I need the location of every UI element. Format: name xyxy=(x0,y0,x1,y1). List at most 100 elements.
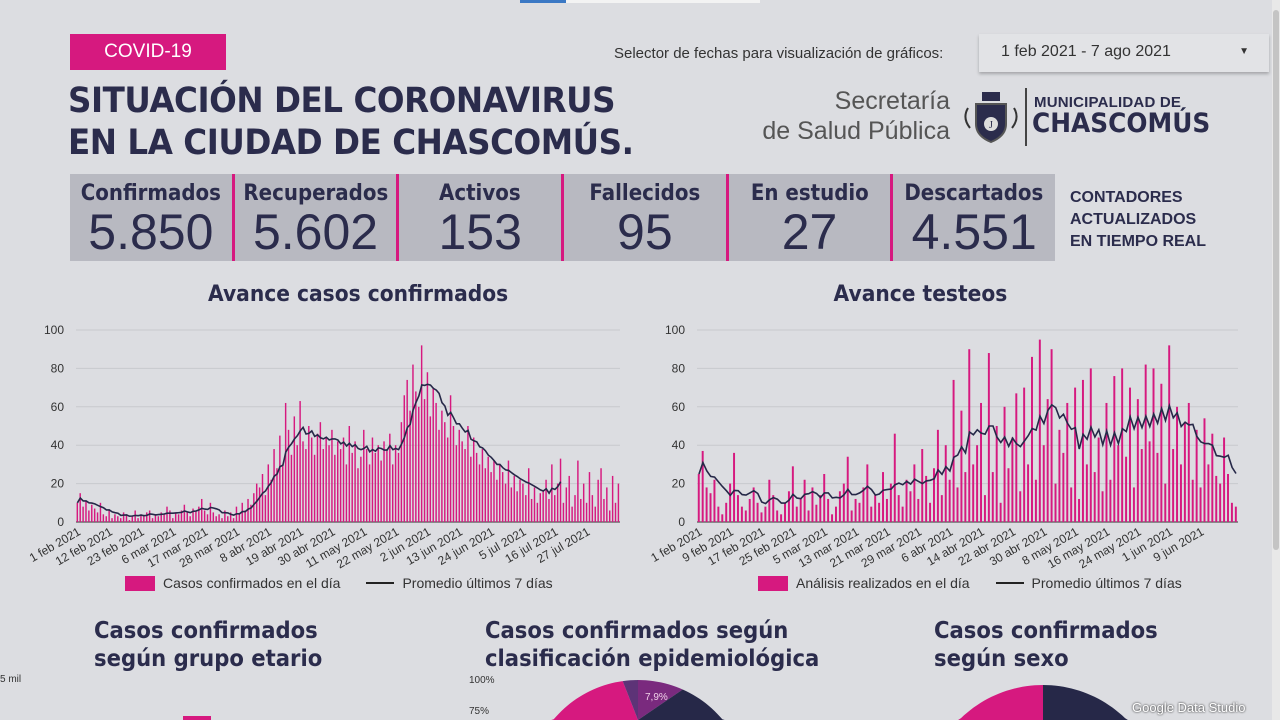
bar xyxy=(964,472,967,522)
bar xyxy=(169,510,171,522)
stat-value: 5.602 xyxy=(252,204,379,260)
bar xyxy=(1085,464,1088,522)
bar xyxy=(143,516,145,522)
bar xyxy=(1121,368,1124,522)
bar xyxy=(438,429,440,522)
bar xyxy=(858,502,861,522)
y-tick-label: 40 xyxy=(51,438,65,452)
tab-indicator[interactable] xyxy=(566,0,760,3)
title-line: según grupo etario xyxy=(94,646,323,672)
stat-value: 27 xyxy=(781,204,838,260)
legend-casos: Casos confirmados en el día Promedio últ… xyxy=(125,575,553,591)
age-axis-tick: 5 mil xyxy=(0,674,22,685)
bar xyxy=(1042,445,1045,522)
stat-label: En estudio xyxy=(750,181,869,206)
title-line: Casos confirmados xyxy=(934,618,1158,644)
scrollbar-thumb[interactable] xyxy=(1273,10,1279,550)
bar xyxy=(125,514,128,522)
bar xyxy=(1172,449,1175,522)
bar xyxy=(198,506,200,522)
bar xyxy=(709,493,712,522)
secretaria-line-2: de Salud Pública xyxy=(762,117,950,145)
bar xyxy=(960,410,963,522)
title-line-2: EN LA CIUDAD DE CHASCOMÚS. xyxy=(68,123,634,163)
bar xyxy=(554,495,556,522)
bar xyxy=(1097,437,1100,522)
bar xyxy=(507,460,510,522)
bar xyxy=(909,491,912,522)
epi-chart-title: Casos confirmados según clasificación ep… xyxy=(485,617,819,673)
bar xyxy=(420,345,423,522)
bar xyxy=(1054,483,1057,522)
bar xyxy=(1230,502,1233,522)
bar xyxy=(948,479,951,522)
bar xyxy=(449,395,452,522)
bar xyxy=(403,395,406,522)
bar xyxy=(725,502,728,522)
bar xyxy=(423,399,426,522)
bar xyxy=(1007,468,1010,522)
bar xyxy=(987,353,990,522)
bar xyxy=(913,464,916,522)
stat-value: 95 xyxy=(617,204,673,260)
y-tick-label: 60 xyxy=(51,400,65,414)
bar xyxy=(1027,464,1030,522)
bar xyxy=(85,500,87,522)
bar xyxy=(603,498,605,522)
bar xyxy=(525,495,527,522)
bar xyxy=(721,514,724,522)
bar xyxy=(760,512,763,522)
bar xyxy=(296,445,298,522)
y-tick-label: 100 xyxy=(665,323,685,337)
bar xyxy=(980,402,983,522)
pie-slice-label: 7,9% xyxy=(645,692,668,703)
bar xyxy=(527,468,530,522)
date-selector-label: Selector de fechas para visualización de… xyxy=(614,45,944,62)
bar xyxy=(478,464,481,522)
bar xyxy=(717,506,720,522)
bar xyxy=(1019,491,1022,522)
bar xyxy=(905,479,908,522)
bar xyxy=(1101,491,1104,522)
bar xyxy=(1187,402,1190,522)
bar xyxy=(748,498,751,522)
legend-testeos: Análisis realizados en el día Promedio ú… xyxy=(758,575,1182,591)
bar xyxy=(545,479,547,522)
bar xyxy=(287,429,290,522)
bar xyxy=(991,472,994,522)
bar xyxy=(885,498,888,522)
scrollbar[interactable] xyxy=(1272,0,1280,720)
bar xyxy=(148,510,151,522)
bar xyxy=(697,474,700,522)
tab-indicator-active[interactable] xyxy=(520,0,566,3)
sex-pie-chart xyxy=(925,685,1161,720)
bar xyxy=(551,464,553,522)
bar xyxy=(799,498,802,522)
bar xyxy=(842,483,845,522)
stats-counters: Confirmados 5.850 Recuperados 5.602 Activo… xyxy=(70,174,1055,261)
bar xyxy=(218,514,220,522)
bar xyxy=(490,472,492,522)
bar xyxy=(874,495,877,522)
bar xyxy=(929,502,932,522)
bar xyxy=(102,514,105,522)
bar xyxy=(917,498,920,522)
stat-descartados: Descartados 4.551 xyxy=(890,174,1055,261)
bar xyxy=(882,472,884,522)
bar xyxy=(264,495,267,522)
bar xyxy=(229,512,232,522)
bar xyxy=(1140,449,1143,522)
bar xyxy=(582,483,585,522)
bar xyxy=(756,502,759,522)
bar xyxy=(455,445,458,522)
date-range-selector[interactable]: 1 feb 2021 - 7 ago 2021 ▼ xyxy=(979,34,1269,72)
bar xyxy=(203,510,206,522)
bar xyxy=(1089,368,1092,522)
bar xyxy=(415,391,417,522)
legend-label: Promedio últimos 7 días xyxy=(1031,575,1182,591)
bar xyxy=(780,514,783,522)
bar xyxy=(261,474,264,522)
title-line: según sexo xyxy=(934,646,1069,672)
bar xyxy=(701,450,704,522)
bar xyxy=(470,456,472,522)
